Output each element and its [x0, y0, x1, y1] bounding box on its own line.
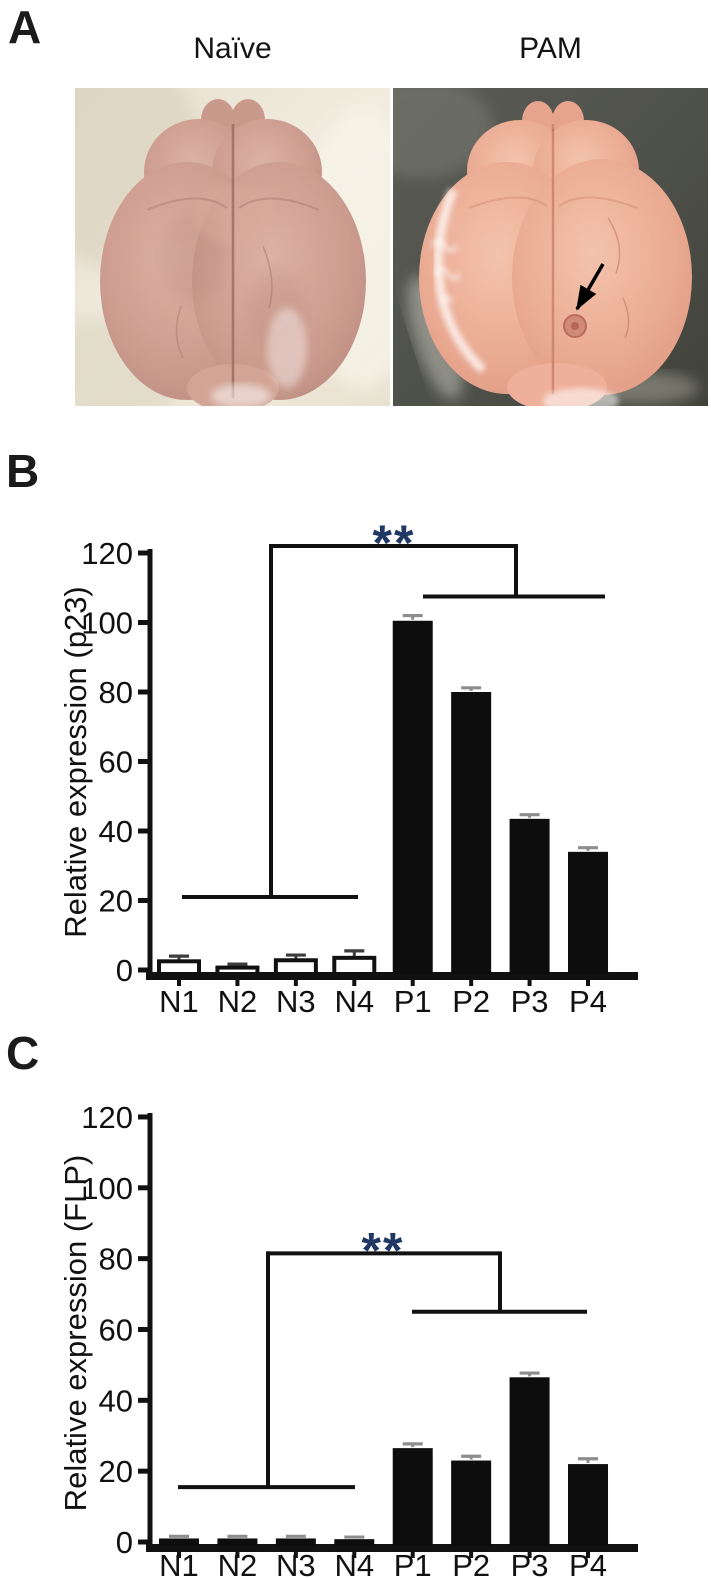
panel-c-letter: C	[6, 1027, 40, 1079]
panel-a-letter: A	[8, 1, 42, 53]
chart-B-xlabel-N4: N4	[334, 984, 374, 1019]
chart-B-xlabel-P2: P2	[452, 984, 490, 1019]
chart-C-bar-P4	[568, 1464, 609, 1546]
blood-vessel	[262, 245, 273, 309]
chart-C-xlabel-P1: P1	[394, 1548, 432, 1578]
chart-C-xlabel-N1: N1	[159, 1548, 199, 1578]
pam-photo-label: PAM	[519, 32, 582, 65]
blood-vessel	[607, 217, 630, 339]
chart-C-ytick-label-20: 20	[99, 1454, 133, 1489]
naive-brain	[100, 99, 366, 406]
right-hemisphere	[512, 159, 692, 395]
chart-B-bar-N2	[215, 965, 260, 977]
chart-C-y-axis-title: Relative expression (FLP)	[58, 1155, 93, 1512]
naive-brain-photo	[75, 88, 390, 406]
chart-C-xlabel-N3: N3	[276, 1548, 316, 1578]
chart-B-xlabel-P1: P1	[394, 984, 432, 1019]
chart-B-xlabel-N3: N3	[276, 984, 316, 1019]
chart-B-ytick-label-80: 80	[99, 675, 133, 710]
transverse-groove	[238, 197, 320, 211]
chart-B-bar-P3	[509, 818, 550, 974]
chart-B-bar-P2	[451, 692, 492, 974]
chart-B-xlabel-P4: P4	[569, 984, 607, 1019]
chart-B-xlabel-N2: N2	[218, 984, 258, 1019]
chart-C-bar-P3	[509, 1377, 550, 1546]
chart-B-bar-P1	[392, 620, 433, 974]
naive-photo-label: Naïve	[193, 32, 272, 65]
pam-brain	[419, 101, 692, 406]
panel-b-letter: B	[6, 445, 40, 497]
chart-B-ytick-label-120: 120	[81, 536, 133, 571]
chart-C-bar-N1	[159, 1538, 199, 1546]
chart-C-xlabel-P3: P3	[511, 1548, 549, 1578]
chart-C-bar-P2	[451, 1460, 492, 1546]
chart-B-ytick-label-100: 100	[81, 606, 133, 641]
wet-glare	[211, 384, 271, 406]
chart-B-bar-N4	[332, 955, 377, 977]
lesion-arrow-icon	[575, 263, 605, 311]
blood-vessel	[175, 305, 184, 359]
chart-C-ytick-label-80: 80	[99, 1242, 133, 1277]
chart-B-xlabel-P3: P3	[511, 984, 549, 1019]
chart-C-ytick-label-100: 100	[81, 1171, 133, 1206]
chart-B-xlabel-N1: N1	[159, 984, 199, 1019]
wet-glare-edge	[434, 188, 487, 374]
chart-B-bar-N1	[157, 959, 201, 976]
chart-C-xlabel-N4: N4	[334, 1548, 374, 1578]
chart-B-ytick-label-20: 20	[99, 884, 133, 919]
chart-B-bar-P4	[568, 851, 609, 974]
chart-C-bar-N2	[217, 1538, 258, 1546]
chart-C-xlabel-P4: P4	[569, 1548, 607, 1578]
chart-C-bar-N3	[275, 1538, 316, 1546]
chart-B-y-axis-title: Relative expression (p23)	[58, 586, 93, 938]
wet-glare	[267, 308, 307, 388]
chart-B-bar-N3	[273, 958, 318, 977]
chart-C-xlabel-P2: P2	[452, 1548, 490, 1578]
chart-C-ytick-label-120: 120	[81, 1100, 133, 1135]
chart-C-ytick-label-60: 60	[99, 1312, 133, 1347]
transverse-groove	[468, 196, 548, 209]
chart-C-ytick-label-0: 0	[116, 1525, 133, 1560]
chart-B-x-axis	[146, 972, 638, 980]
chart-C-sig-stars: **	[362, 1222, 405, 1278]
surface-sheen	[393, 88, 493, 178]
glare-scribble	[429, 240, 462, 303]
chart-C-x-axis	[146, 1544, 638, 1552]
wet-glare	[543, 388, 619, 406]
transverse-groove	[558, 196, 638, 209]
chart-C-xlabel-N2: N2	[218, 1548, 258, 1578]
chart-C-ytick-label-40: 40	[99, 1383, 133, 1418]
transverse-groove	[146, 197, 228, 211]
chart-B-ytick-label-0: 0	[116, 953, 133, 988]
pam-brain-photo	[393, 88, 708, 406]
chart-B-ytick-label-40: 40	[99, 814, 133, 849]
chart-B-sig-stars: **	[373, 515, 416, 571]
chart-B-ytick-label-60: 60	[99, 745, 133, 780]
chart-C-bar-P1	[392, 1448, 433, 1546]
abscess-lesion-core	[571, 322, 579, 330]
chart-C-bar-N4	[334, 1539, 375, 1546]
